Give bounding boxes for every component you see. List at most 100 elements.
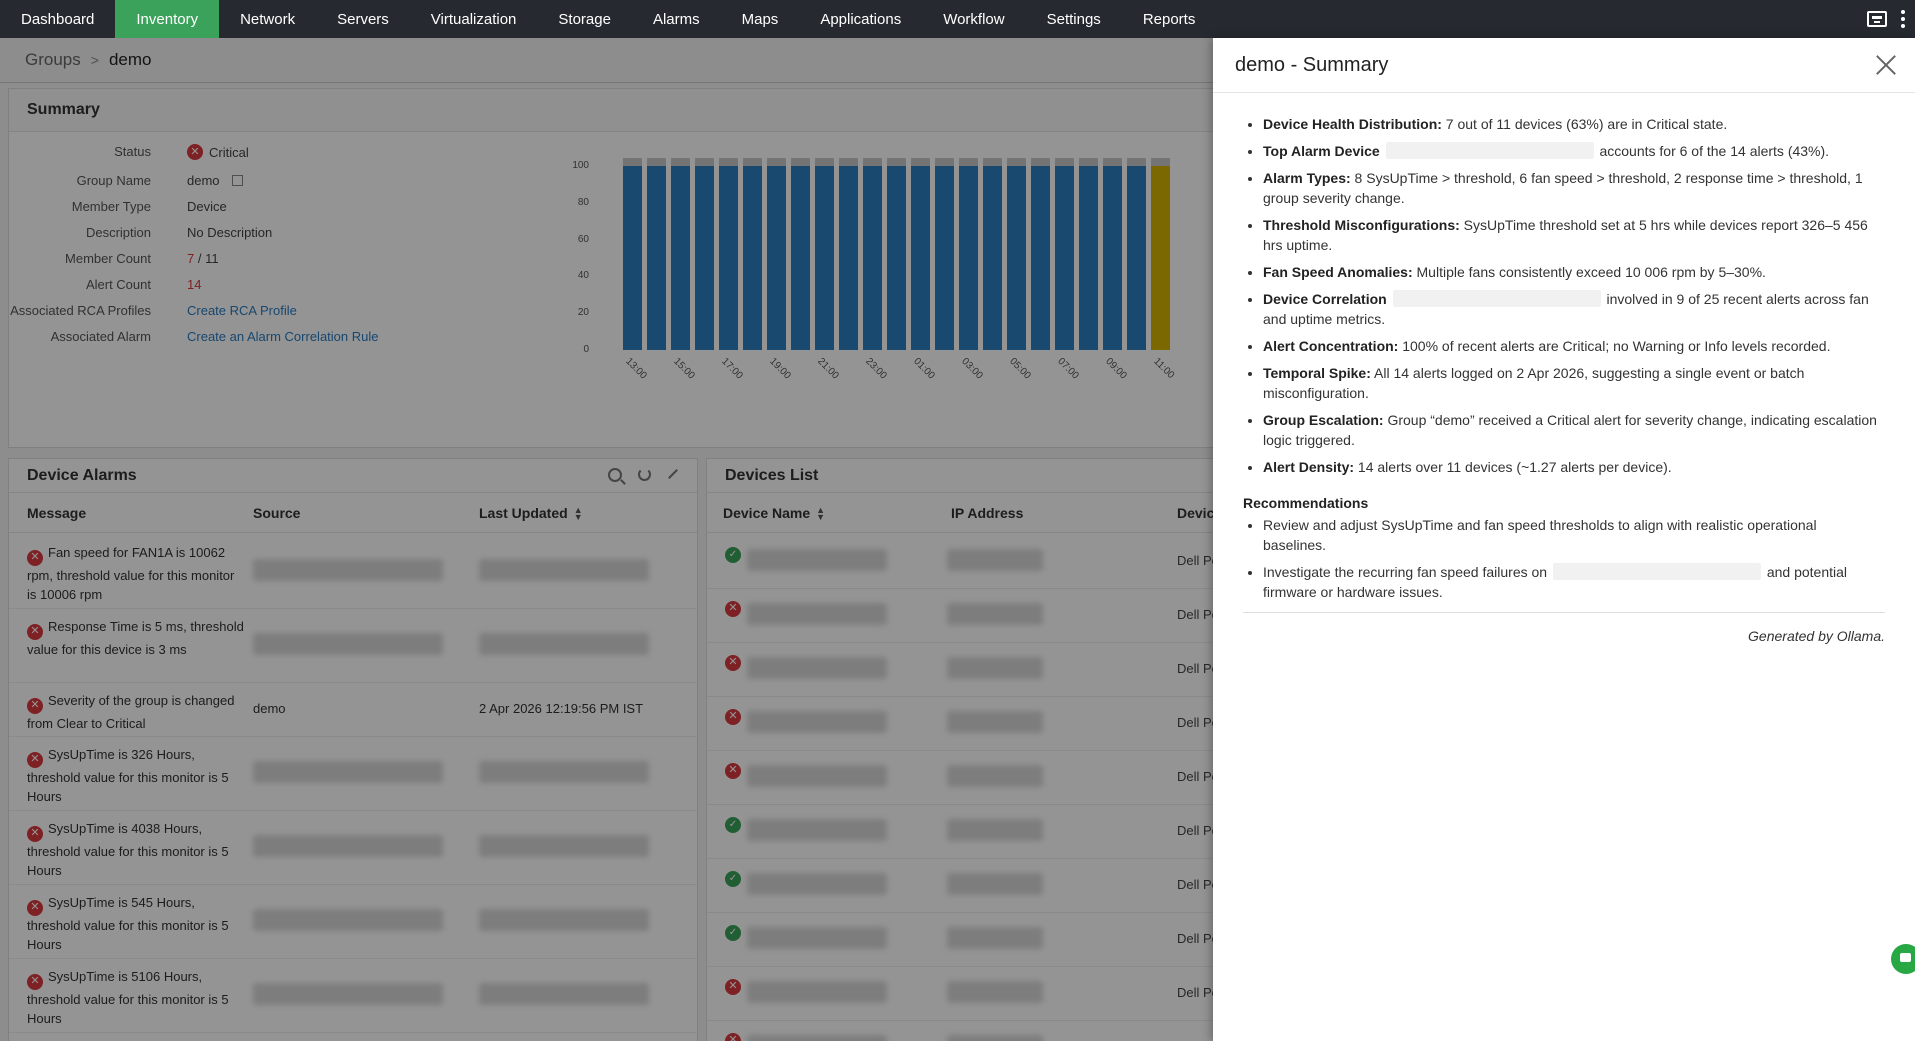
- chart-bar[interactable]: [767, 166, 786, 350]
- chart-bar[interactable]: [911, 166, 930, 350]
- alert-count-value[interactable]: 14: [187, 277, 202, 292]
- chat-icon[interactable]: [1891, 944, 1915, 974]
- col-device-type[interactable]: Device: [1177, 505, 1223, 521]
- table-row[interactable]: ✕ SysUpTime is 326 Hours, threshold value…: [9, 737, 697, 811]
- chart-bar[interactable]: [647, 166, 666, 350]
- bullet-label: Group Escalation:: [1263, 412, 1384, 428]
- table-row[interactable]: ✕ Response Time is 5 ms, threshold value …: [9, 609, 697, 683]
- summary-row-rca: Associated RCA Profiles Create RCA Profi…: [9, 303, 297, 318]
- redacted-device-name[interactable]: [747, 927, 887, 949]
- member-count-critical[interactable]: 7: [187, 251, 195, 266]
- nav-storage[interactable]: Storage: [558, 10, 611, 28]
- col-device-name-label: Device Name: [723, 505, 811, 521]
- redacted-ip: [947, 765, 1043, 787]
- chart-bar[interactable]: [863, 166, 882, 350]
- chart-bar[interactable]: [791, 166, 810, 350]
- chart-bar[interactable]: [623, 166, 642, 350]
- search-icon[interactable]: [608, 468, 622, 482]
- window-icon[interactable]: [1867, 11, 1887, 27]
- redacted-device-name[interactable]: [747, 819, 887, 841]
- table-row[interactable]: ✕ SysUpTime is 4038 Hours, threshold valu…: [9, 811, 697, 885]
- nav-virtualization[interactable]: Virtualization: [430, 10, 517, 28]
- table-row[interactable]: ✕ SysUpTime is 545 Hours, threshold value…: [9, 885, 697, 959]
- chart-bar[interactable]: [1103, 166, 1122, 350]
- nav-applications[interactable]: Applications: [820, 10, 902, 28]
- close-icon[interactable]: [1875, 54, 1897, 76]
- bullet-label: Fan Speed Anomalies:: [1263, 264, 1413, 280]
- redacted-device-name[interactable]: [747, 873, 887, 895]
- chart-bar[interactable]: [839, 166, 858, 350]
- critical-icon: ✕: [725, 762, 741, 779]
- col-source[interactable]: Source: [253, 505, 301, 521]
- redacted-ip: [947, 819, 1043, 841]
- chart-bar[interactable]: [1151, 166, 1170, 350]
- member-count-total[interactable]: 11: [205, 251, 219, 266]
- table-row[interactable]: ✕ Dell Po: [707, 751, 1305, 805]
- sort-icon[interactable]: ▲ ▼: [816, 505, 826, 523]
- nav-network[interactable]: Network: [240, 10, 296, 28]
- chart-bar[interactable]: [815, 166, 834, 350]
- alarm-message-text: SysUpTime is 545 Hours, threshold value …: [27, 895, 229, 952]
- create-alarm-correlation-link[interactable]: Create an Alarm Correlation Rule: [187, 329, 379, 344]
- breadcrumb-groups[interactable]: Groups: [25, 50, 81, 69]
- redacted-device-name[interactable]: [747, 657, 887, 679]
- table-row[interactable]: ✕ Fan speed for FAN1A is 10062 rpm, thres…: [9, 535, 697, 609]
- chart-bar[interactable]: [1055, 166, 1074, 350]
- nav-dashboard[interactable]: Dashboard: [21, 10, 95, 28]
- redacted-device-name[interactable]: [747, 981, 887, 1003]
- redacted-device-name[interactable]: [747, 1035, 887, 1041]
- bullet-text: Group “demo” received a Critical alert f…: [1263, 412, 1877, 448]
- chart-bar[interactable]: [719, 166, 738, 350]
- redacted-ip: [947, 549, 1043, 571]
- nav-workflow[interactable]: Workflow: [943, 10, 1005, 28]
- more-vert-icon[interactable]: [1901, 10, 1905, 28]
- chart-bar[interactable]: [743, 166, 762, 350]
- nav-reports[interactable]: Reports: [1142, 10, 1196, 28]
- sort-icon[interactable]: ▲ ▼: [573, 505, 583, 523]
- chart-bar[interactable]: [959, 166, 978, 350]
- table-row[interactable]: ✕ Dell Po: [707, 967, 1305, 1021]
- refresh-icon[interactable]: [638, 468, 651, 481]
- table-row[interactable]: ✓ Dell Po: [707, 805, 1305, 859]
- redacted-device-name[interactable]: [747, 765, 887, 787]
- chart-bar[interactable]: [983, 166, 1002, 350]
- col-device-name[interactable]: Device Name ▲ ▼: [723, 505, 826, 523]
- chart-bar[interactable]: [1127, 166, 1146, 350]
- chart-bar[interactable]: [887, 166, 906, 350]
- chart-bar[interactable]: [695, 166, 714, 350]
- nav-alarms[interactable]: Alarms: [652, 10, 700, 28]
- table-row[interactable]: ✕ Dell Po: [707, 589, 1305, 643]
- table-row[interactable]: ✕ Severity of the group is changed from C…: [9, 683, 697, 737]
- chart-bar[interactable]: [1007, 166, 1026, 350]
- create-rca-profile-link[interactable]: Create RCA Profile: [187, 303, 297, 318]
- col-message[interactable]: Message: [27, 505, 87, 521]
- col-ip-address[interactable]: IP Address: [951, 505, 1024, 521]
- redacted-ip: [947, 873, 1043, 895]
- chart-bar[interactable]: [1031, 166, 1050, 350]
- table-row[interactable]: ✕ Dell Po: [707, 1021, 1305, 1041]
- table-row[interactable]: ✓ Dell Po: [707, 913, 1305, 967]
- table-row[interactable]: ✓ Dell Po: [707, 859, 1305, 913]
- nav-servers[interactable]: Servers: [337, 10, 389, 28]
- nav-maps[interactable]: Maps: [741, 10, 779, 28]
- edit-icon[interactable]: [231, 175, 243, 186]
- redacted-ip: [947, 711, 1043, 733]
- redacted-device-name[interactable]: [747, 549, 887, 571]
- table-row[interactable]: ✓ Dell Po: [707, 535, 1305, 589]
- table-row[interactable]: ✕ Dell Po: [707, 643, 1305, 697]
- nav-settings[interactable]: Settings: [1046, 10, 1101, 28]
- chart-bar-cap: [1079, 158, 1098, 166]
- table-row[interactable]: ✕ SysUpTime is 5106 Hours, threshold valu…: [9, 959, 697, 1033]
- redacted-device-name[interactable]: [747, 603, 887, 625]
- device-type: Dell Po: [1177, 553, 1219, 568]
- chart-bar[interactable]: [1079, 166, 1098, 350]
- chart-bar[interactable]: [671, 166, 690, 350]
- redacted-device-name[interactable]: [747, 711, 887, 733]
- col-last-updated[interactable]: Last Updated ▲ ▼: [479, 505, 583, 523]
- redacted-date: [479, 909, 649, 931]
- device-type: Dell Po: [1177, 931, 1219, 946]
- chart-bar[interactable]: [935, 166, 954, 350]
- table-row[interactable]: ✕ Dell Po: [707, 697, 1305, 751]
- nav-inventory[interactable]: Inventory: [115, 0, 220, 38]
- chart-bar-cap: [863, 158, 882, 166]
